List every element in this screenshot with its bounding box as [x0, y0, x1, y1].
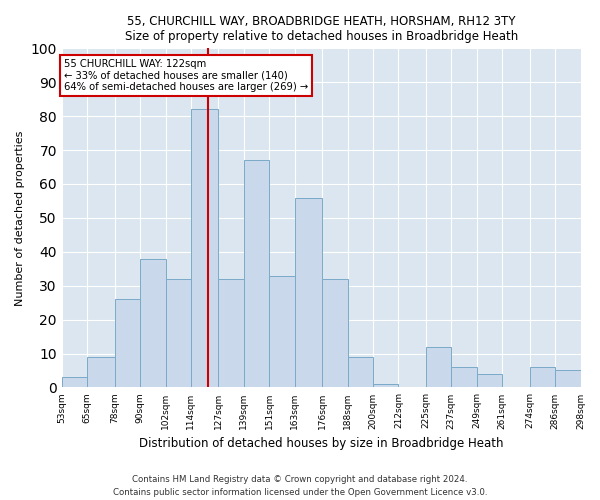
X-axis label: Distribution of detached houses by size in Broadbridge Heath: Distribution of detached houses by size … — [139, 437, 503, 450]
Bar — [269, 276, 295, 388]
Bar — [426, 346, 451, 388]
Bar — [62, 378, 87, 388]
Bar — [373, 384, 398, 388]
Text: Contains HM Land Registry data © Crown copyright and database right 2024.
Contai: Contains HM Land Registry data © Crown c… — [113, 476, 487, 497]
Bar — [244, 160, 269, 388]
Bar — [477, 374, 502, 388]
Bar — [347, 357, 373, 388]
Title: 55, CHURCHILL WAY, BROADBRIDGE HEATH, HORSHAM, RH12 3TY
Size of property relativ: 55, CHURCHILL WAY, BROADBRIDGE HEATH, HO… — [125, 15, 518, 43]
Bar — [218, 279, 244, 388]
Bar — [322, 279, 347, 388]
Bar — [166, 279, 191, 388]
Y-axis label: Number of detached properties: Number of detached properties — [15, 130, 25, 306]
Bar — [87, 357, 115, 388]
Bar — [530, 367, 555, 388]
Text: 55 CHURCHILL WAY: 122sqm
← 33% of detached houses are smaller (140)
64% of semi-: 55 CHURCHILL WAY: 122sqm ← 33% of detach… — [64, 58, 308, 92]
Bar — [295, 198, 322, 388]
Bar — [140, 258, 166, 388]
Bar — [555, 370, 581, 388]
Bar — [451, 367, 477, 388]
Bar — [191, 110, 218, 388]
Bar — [115, 300, 140, 388]
